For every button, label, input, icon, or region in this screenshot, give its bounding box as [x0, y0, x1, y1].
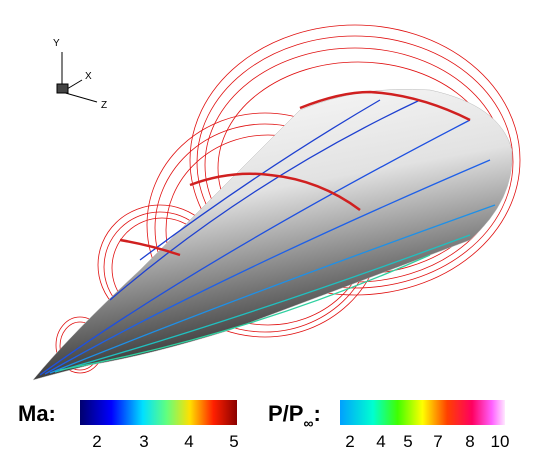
colorbar-tick: 4 [184, 432, 193, 451]
colorbar-title: Ma: [18, 401, 56, 426]
colorbar-tick: 3 [139, 432, 148, 451]
title-subscript: ∞ [303, 415, 313, 431]
colorbar-title: P/P∞: [268, 401, 321, 431]
colorbar-tick: 5 [403, 432, 412, 451]
colorbar-tick: 5 [229, 432, 238, 451]
shock-rims [119, 90, 471, 257]
colorbar-tick: 4 [376, 432, 385, 451]
title-main: P/P [268, 401, 303, 426]
axes-triad [56, 52, 98, 103]
pressure-contours [55, 24, 521, 374]
colorbar [80, 400, 237, 425]
colorbar [340, 400, 505, 425]
colorbar-tick: 7 [433, 432, 442, 451]
colorbar-tick: 2 [345, 432, 354, 451]
streamlines [39, 99, 496, 376]
colorbar-tick: 8 [465, 432, 474, 451]
axis-label: X [85, 71, 92, 82]
colorbar-tick: 10 [491, 432, 510, 451]
colorbar-tick: 2 [92, 432, 101, 451]
title-end: : [313, 401, 320, 426]
axis-label: Y [53, 38, 60, 49]
vehicle-body [32, 88, 513, 381]
axis-label: Z [101, 100, 107, 111]
